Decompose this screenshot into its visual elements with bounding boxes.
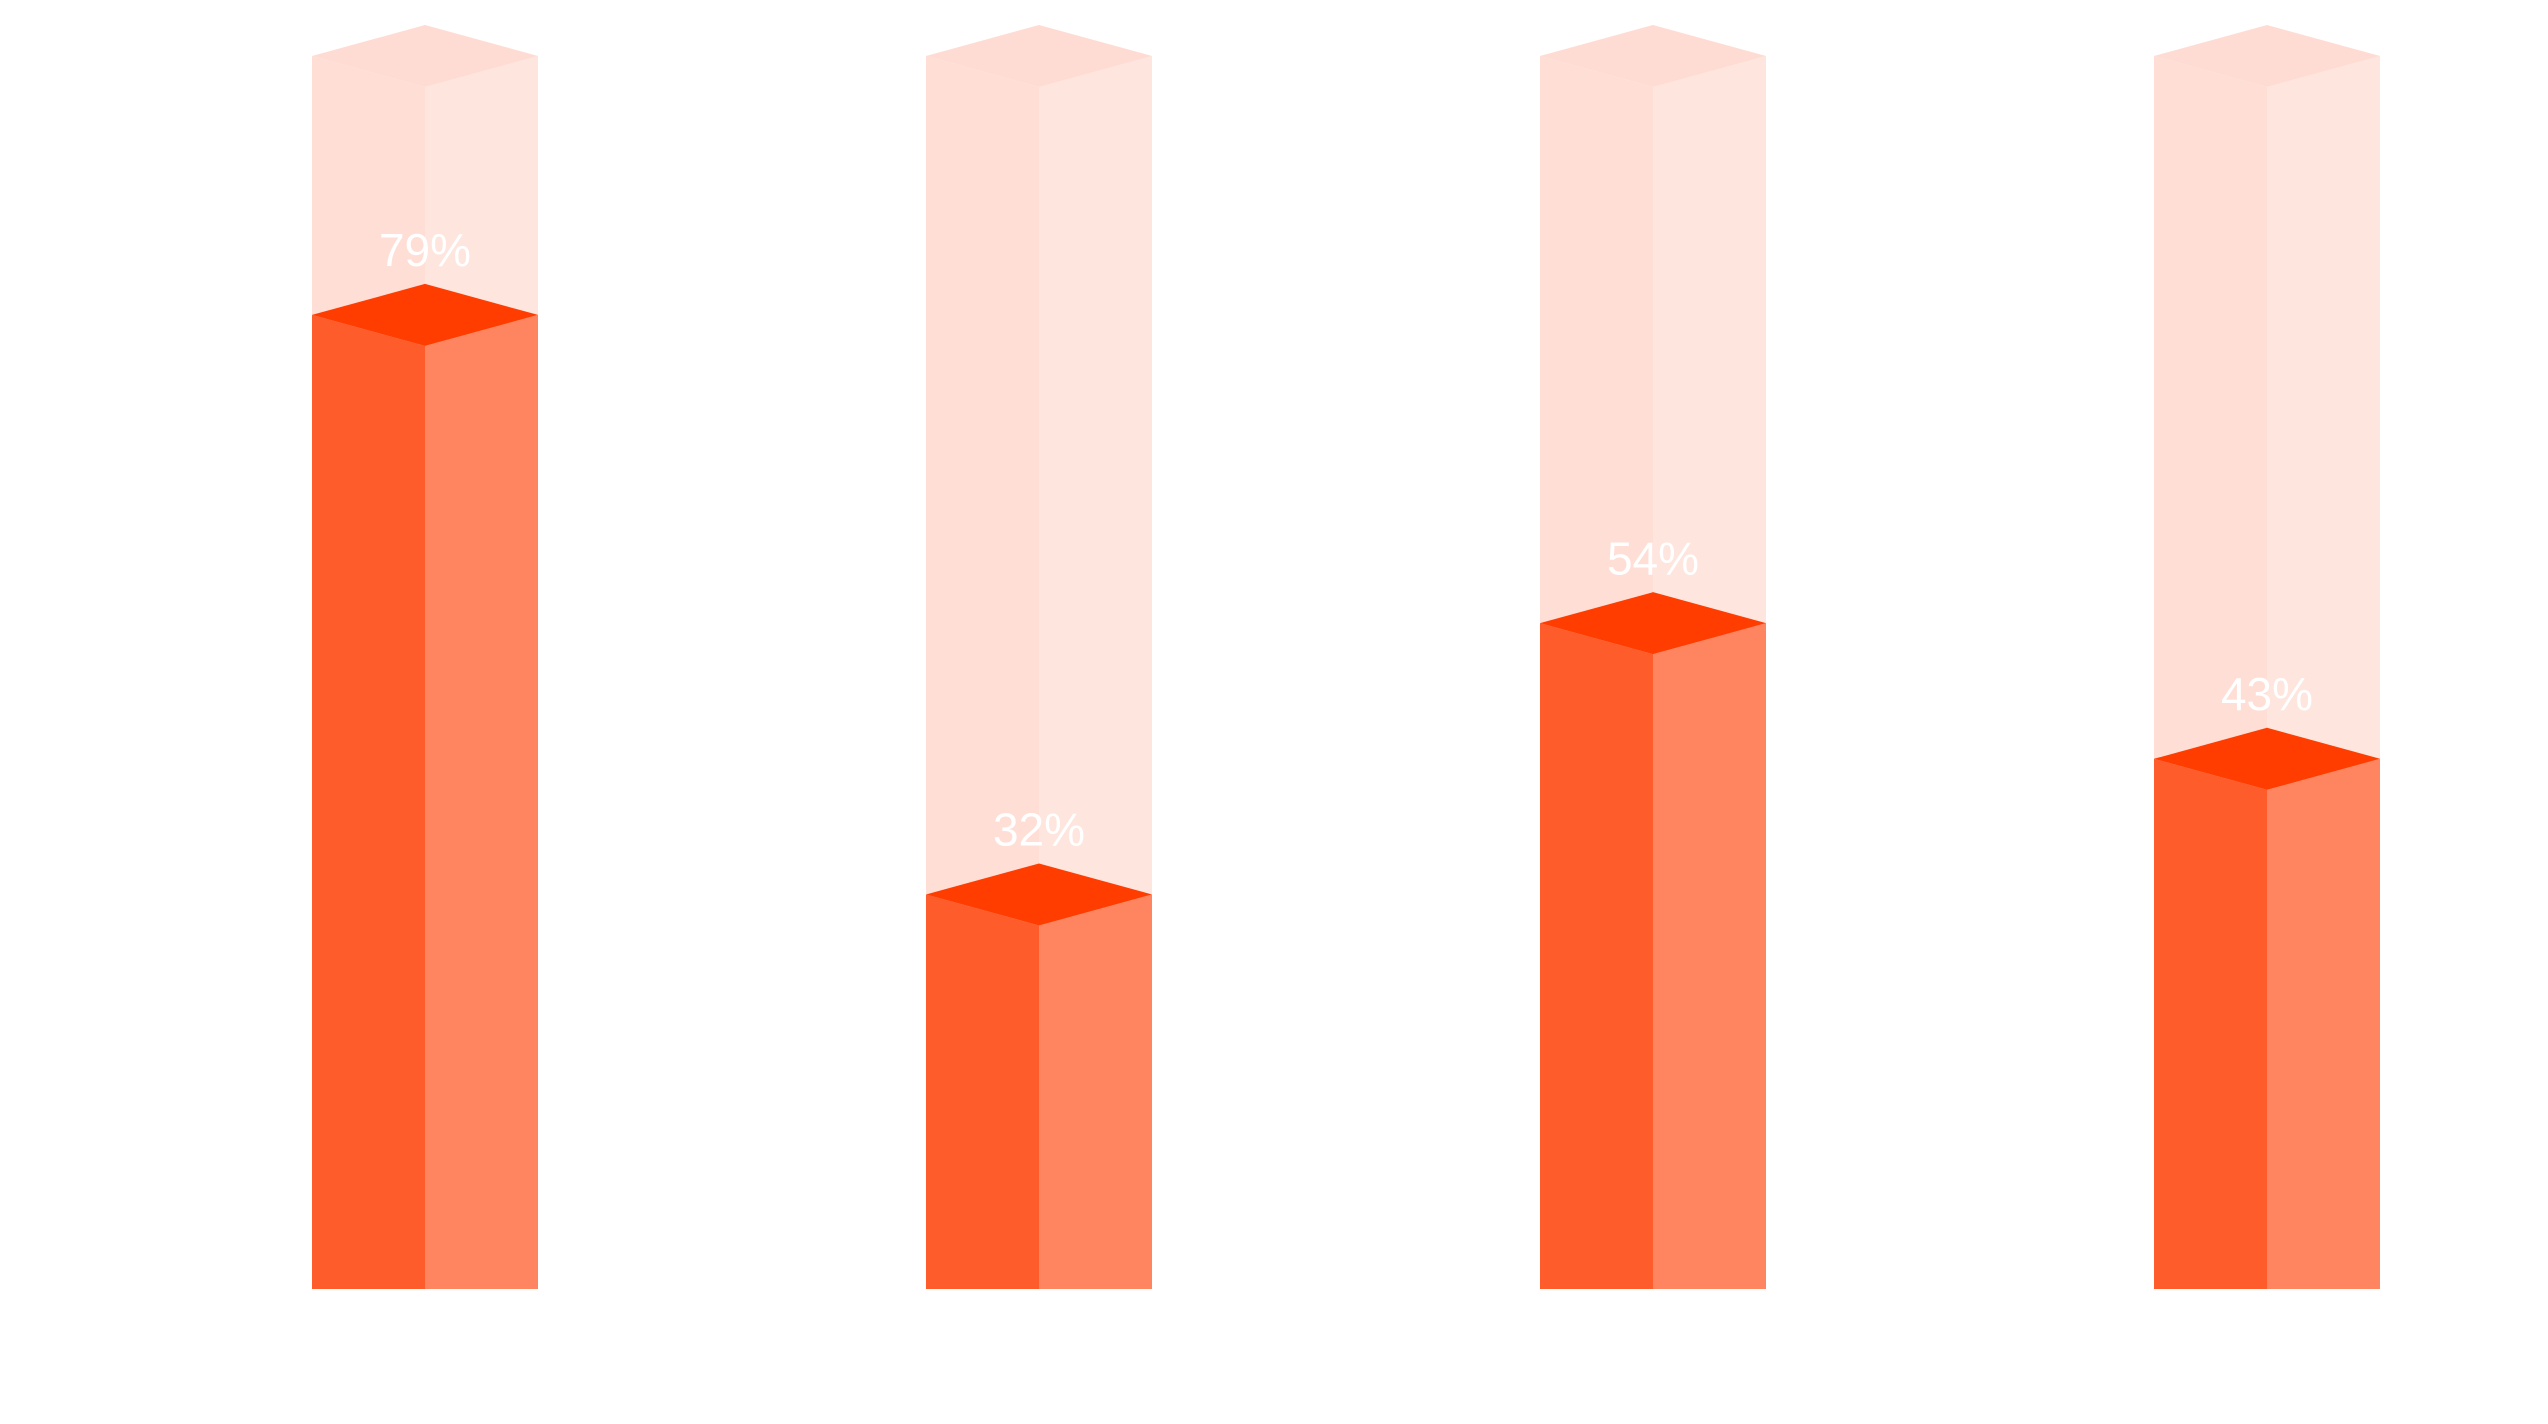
bar-right-face: [2267, 758, 2380, 1289]
bar-left-face: [2154, 758, 2267, 1289]
bar-left-face: [1540, 623, 1653, 1289]
bar-left-face: [926, 894, 1039, 1289]
bar-right-face: [1653, 623, 1766, 1289]
bar-right-face: [425, 314, 538, 1289]
bar-left-face: [312, 314, 425, 1289]
bar-top-face: [312, 283, 538, 346]
bar: [2154, 727, 2380, 1289]
bar: [312, 283, 538, 1289]
bar: [926, 863, 1152, 1289]
bar-top-face: [2154, 727, 2380, 790]
bar-top-face: [926, 863, 1152, 926]
value-label: 79%: [379, 224, 471, 276]
bar-right-face: [1039, 894, 1152, 1289]
track-top-face: [312, 25, 538, 87]
bar: [1540, 592, 1766, 1289]
bar-top-face: [1540, 592, 1766, 655]
track-top-face: [926, 25, 1152, 87]
track-top-face: [1540, 25, 1766, 87]
value-label: 32%: [993, 804, 1085, 856]
value-label: 43%: [2221, 668, 2313, 720]
track-top-face: [2154, 25, 2380, 87]
value-label: 54%: [1607, 532, 1699, 584]
